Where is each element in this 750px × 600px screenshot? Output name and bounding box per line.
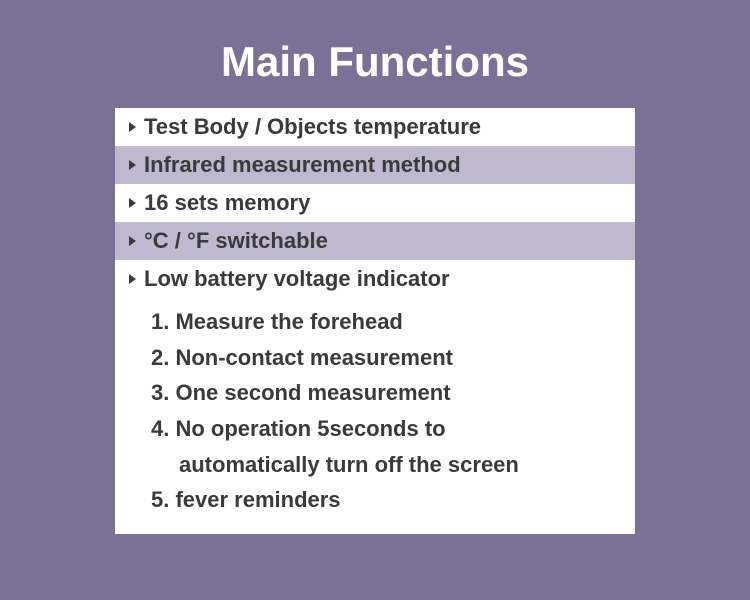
numbered-item: 4. No operation 5seconds to bbox=[151, 411, 625, 447]
numbered-list: 1. Measure the forehead2. Non-contact me… bbox=[115, 298, 635, 534]
bullet-text: Test Body / Objects temperature bbox=[144, 114, 481, 140]
triangle-right-icon bbox=[129, 198, 136, 208]
numbered-item: 2. Non-contact measurement bbox=[151, 340, 625, 376]
page-title: Main Functions bbox=[221, 38, 529, 86]
numbered-item: 3. One second measurement bbox=[151, 375, 625, 411]
bullet-text: 16 sets memory bbox=[144, 190, 310, 216]
bullet-row: Low battery voltage indicator bbox=[115, 260, 635, 298]
numbered-item: 1. Measure the forehead bbox=[151, 304, 625, 340]
bullet-text: Infrared measurement method bbox=[144, 152, 461, 178]
triangle-right-icon bbox=[129, 236, 136, 246]
bullet-row: 16 sets memory bbox=[115, 184, 635, 222]
numbered-item: automatically turn off the screen bbox=[151, 447, 625, 483]
bullet-row: Test Body / Objects temperature bbox=[115, 108, 635, 146]
triangle-right-icon bbox=[129, 122, 136, 132]
bullet-text: Low battery voltage indicator bbox=[144, 266, 450, 292]
bullet-row: Infrared measurement method bbox=[115, 146, 635, 184]
page-container: Main Functions Test Body / Objects tempe… bbox=[0, 0, 750, 600]
bullet-row: °C / °F switchable bbox=[115, 222, 635, 260]
triangle-right-icon bbox=[129, 274, 136, 284]
bullet-text: °C / °F switchable bbox=[144, 228, 328, 254]
functions-panel: Test Body / Objects temperature Infrared… bbox=[115, 108, 635, 534]
numbered-item: 5. fever reminders bbox=[151, 482, 625, 518]
triangle-right-icon bbox=[129, 160, 136, 170]
